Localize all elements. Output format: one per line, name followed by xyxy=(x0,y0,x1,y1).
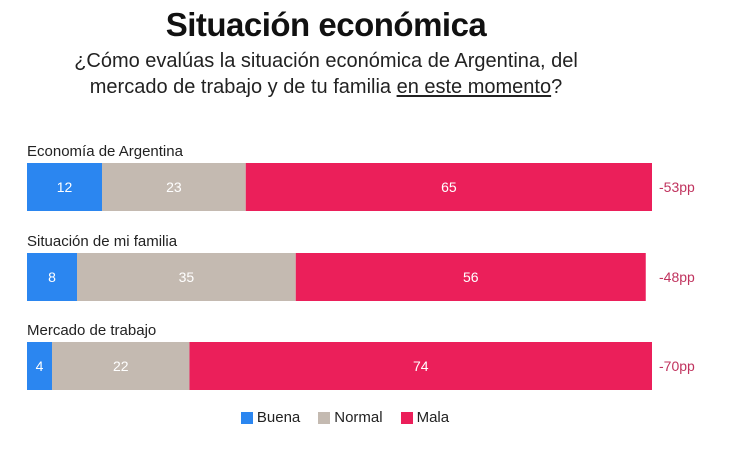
subtitle-line-1: ¿Cómo evalúas la situación económica de … xyxy=(74,50,578,72)
legend-label: Mala xyxy=(416,409,450,426)
bar-value-label: 22 xyxy=(113,358,129,374)
bar-segment-buena xyxy=(27,253,77,301)
chart-subtitle: ¿Cómo evalúas la situación económica de … xyxy=(0,48,652,100)
net-value-label: -70pp xyxy=(659,358,695,374)
category-label: Economía de Argentina xyxy=(27,143,184,160)
net-value-label: -53pp xyxy=(659,179,695,195)
bar-value-label: 35 xyxy=(179,269,195,285)
category-label: Situación de mi familia xyxy=(27,233,178,250)
legend-swatch xyxy=(400,411,413,424)
subtitle-underlined-text: en este momento xyxy=(396,76,552,98)
bar-segment-normal xyxy=(102,163,246,211)
legend-item-mala: Mala xyxy=(400,409,450,426)
bar-value-label: 23 xyxy=(166,179,182,195)
bar-value-label: 8 xyxy=(48,269,56,285)
bar-segment-mala xyxy=(189,342,652,390)
subtitle-line-2-prefix: mercado de trabajo y de tu familia xyxy=(89,76,397,98)
chart-legend: Buena Normal Mala xyxy=(0,409,690,426)
legend-swatch xyxy=(318,411,331,424)
bar-value-label: 56 xyxy=(463,269,479,285)
bar-segment-mala xyxy=(295,253,646,301)
legend-label: Normal xyxy=(334,409,383,426)
net-value-label: -48pp xyxy=(659,269,695,285)
bar-segment-normal xyxy=(77,253,296,301)
bar-value-label: 65 xyxy=(441,179,457,195)
legend-item-normal: Normal xyxy=(318,409,383,426)
bar-segment-mala xyxy=(245,163,652,211)
subtitle-line-2-suffix: ? xyxy=(551,76,563,98)
bar-segment-normal xyxy=(52,342,190,390)
chart-title: Situación económica xyxy=(165,6,487,43)
category-label: Mercado de trabajo xyxy=(27,322,156,339)
bar-segment-buena xyxy=(27,342,52,390)
bar-value-label: 4 xyxy=(36,358,44,374)
bar-segment-buena xyxy=(27,163,102,211)
legend-item-buena: Buena xyxy=(240,409,301,426)
bar-value-label: 12 xyxy=(57,179,73,195)
legend-swatch xyxy=(240,411,253,424)
bar-value-label: 74 xyxy=(413,358,429,374)
legend-label: Buena xyxy=(256,409,301,426)
